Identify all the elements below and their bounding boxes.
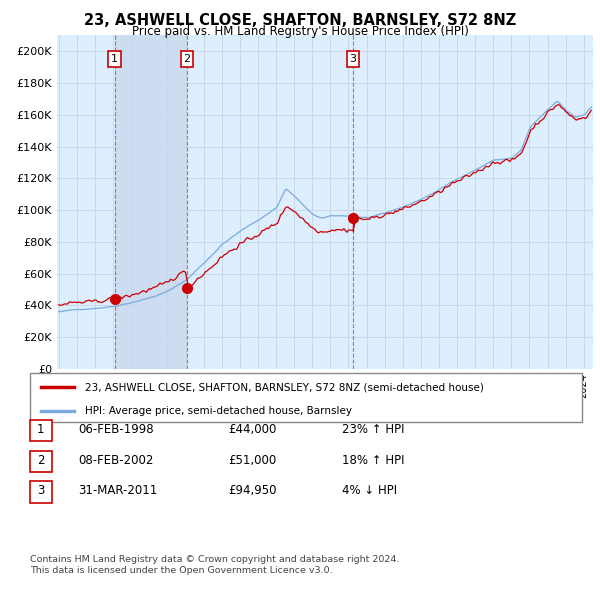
Text: £51,000: £51,000	[228, 454, 276, 467]
Text: Price paid vs. HM Land Registry's House Price Index (HPI): Price paid vs. HM Land Registry's House …	[131, 25, 469, 38]
Text: 2: 2	[184, 54, 191, 64]
Text: 2: 2	[37, 454, 44, 467]
Text: 23, ASHWELL CLOSE, SHAFTON, BARNSLEY, S72 8NZ: 23, ASHWELL CLOSE, SHAFTON, BARNSLEY, S7…	[84, 13, 516, 28]
Text: 23% ↑ HPI: 23% ↑ HPI	[342, 423, 404, 436]
Text: 4% ↓ HPI: 4% ↓ HPI	[342, 484, 397, 497]
Text: Contains HM Land Registry data © Crown copyright and database right 2024.
This d: Contains HM Land Registry data © Crown c…	[30, 555, 400, 575]
Text: 18% ↑ HPI: 18% ↑ HPI	[342, 454, 404, 467]
Text: £44,000: £44,000	[228, 423, 277, 436]
Text: HPI: Average price, semi-detached house, Barnsley: HPI: Average price, semi-detached house,…	[85, 406, 352, 416]
Text: 23, ASHWELL CLOSE, SHAFTON, BARNSLEY, S72 8NZ (semi-detached house): 23, ASHWELL CLOSE, SHAFTON, BARNSLEY, S7…	[85, 382, 484, 392]
Text: 1: 1	[111, 54, 118, 64]
Text: 31-MAR-2011: 31-MAR-2011	[78, 484, 157, 497]
Text: 06-FEB-1998: 06-FEB-1998	[78, 423, 154, 436]
Text: 1: 1	[37, 423, 44, 436]
Text: 3: 3	[37, 484, 44, 497]
Text: 3: 3	[349, 54, 356, 64]
Text: £94,950: £94,950	[228, 484, 277, 497]
Text: 08-FEB-2002: 08-FEB-2002	[78, 454, 154, 467]
Bar	[115, 35, 187, 369]
